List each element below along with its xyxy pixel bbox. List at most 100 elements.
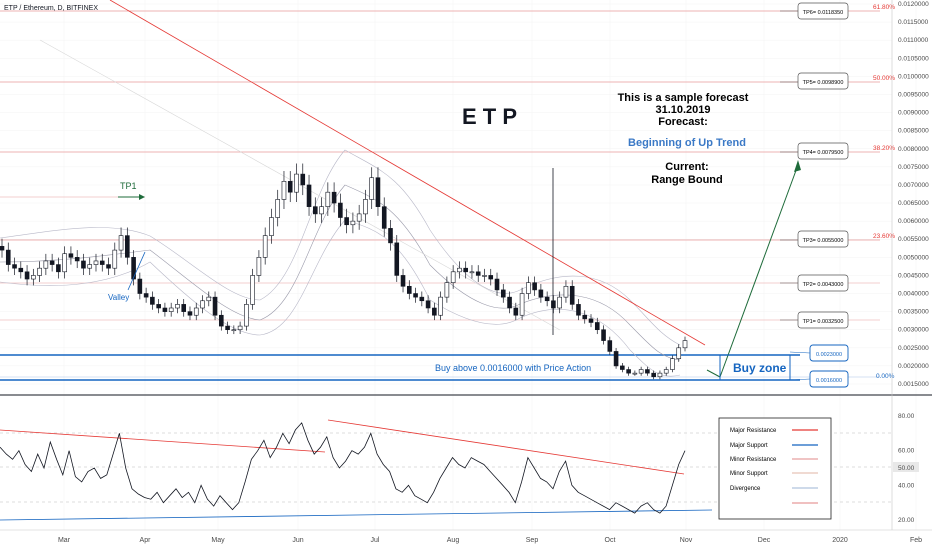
candle-body (225, 325, 230, 331)
candles (0, 163, 688, 380)
candle-body (532, 282, 537, 291)
candle-body (156, 304, 161, 309)
candle-body (300, 173, 306, 186)
fib-50-label: 50.00% (873, 75, 895, 82)
candle-body (582, 314, 588, 320)
tp5-label: TP5= 0.0098900 (803, 80, 844, 86)
candle-body (500, 289, 506, 298)
tp-callouts: TP6= 0.0118350 TP5= 0.0098900 TP4= 0.007… (780, 2, 849, 388)
candle-body (494, 278, 500, 291)
candle-body (563, 285, 569, 298)
note-line-3: Forecast: (658, 116, 708, 128)
price-tick-label: 0.0060000 (898, 218, 929, 225)
buy-instruction: Buy above 0.0016000 with Price Action (435, 363, 591, 373)
price-tick-label: 0.0030000 (898, 327, 929, 334)
candle-body (425, 300, 431, 309)
candle-body (206, 296, 212, 302)
time-tick-label: Jul (371, 537, 380, 544)
note-line-6: Range Bound (651, 174, 723, 186)
time-tick-label: May (211, 537, 225, 544)
candle-body (331, 191, 337, 204)
tp1-marker-label: TP1 (120, 181, 137, 191)
candle-body (557, 296, 562, 309)
candle-body (287, 181, 293, 193)
fib-618-label: 61.80% (873, 4, 895, 11)
tp6-label: TP6= 0.0118350 (803, 10, 843, 16)
candle-body (569, 285, 575, 305)
candle-body (551, 300, 556, 309)
main-title: E T P (462, 104, 517, 129)
candle-body (18, 267, 24, 273)
price-tick-label: 0.0090000 (898, 110, 929, 117)
candle-body (632, 372, 638, 375)
indicator-tick-label: 20.00 (898, 517, 915, 524)
tp1-arrow-head (139, 194, 145, 200)
candle-body (231, 329, 237, 332)
candle-body (281, 181, 287, 200)
tp4-callout (797, 142, 849, 160)
price-tick-label: 0.0105000 (898, 55, 929, 62)
candle-body (68, 253, 74, 258)
price-tick-label: 0.0070000 (898, 182, 929, 189)
indicator-tick-label: 80.00 (898, 413, 915, 420)
candle-body (118, 235, 124, 251)
tp3-label: TP3= 0.0055000 (803, 238, 844, 244)
candle-body (432, 307, 437, 316)
candle-body (181, 304, 187, 312)
candle-body (168, 307, 174, 312)
buy-lower-label: 0.0016000 (816, 378, 842, 384)
candle-body (350, 220, 356, 226)
price-tick-label: 0.0035000 (898, 309, 929, 316)
fib-382-label: 38.20% (873, 145, 895, 152)
price-tick-label: 0.0075000 (898, 164, 929, 171)
candle-body (93, 260, 99, 265)
time-tick-label: Mar (58, 537, 71, 544)
candle-body (394, 242, 400, 276)
candle-body (469, 271, 475, 274)
symbol-title: ETP / Ethereum, D, BITFINEX (4, 5, 98, 12)
candle-body (0, 246, 5, 251)
tp4-label: TP4= 0.0079500 (803, 150, 844, 156)
candle-body (356, 213, 362, 222)
candle-body (388, 228, 393, 244)
candle-body (62, 253, 67, 273)
legend: Major Resistance Major Support Minor Res… (718, 417, 832, 520)
candle-body (5, 249, 11, 265)
candle-body (112, 249, 118, 269)
candle-body (657, 372, 663, 378)
time-tick-label: Jun (292, 537, 303, 544)
price-axis: 0.0120000 0.0115000 0.0110000 0.0105000 0.01… (898, 1, 929, 388)
candle-body (613, 351, 619, 367)
candle-body (338, 202, 343, 218)
candle-body (526, 282, 531, 294)
time-tick-label: Sep (526, 537, 539, 544)
candle-body (81, 260, 86, 269)
indicator-resistance-1 (0, 429, 326, 453)
candle-body (400, 275, 406, 287)
candle-body (306, 184, 312, 207)
candle-body (150, 296, 155, 305)
candle-body (162, 307, 168, 312)
candle-body (187, 311, 193, 316)
note-line-5: Current: (665, 161, 708, 173)
candle-body (576, 304, 581, 316)
candle-body (519, 293, 525, 316)
candle-body (256, 257, 262, 276)
candle-body (200, 300, 205, 309)
candle-body (475, 271, 481, 276)
candle-body (651, 372, 656, 378)
price-tick-label: 0.0065000 (898, 200, 929, 207)
forecast-arrow (706, 160, 801, 378)
candle-body (601, 329, 606, 341)
tp2-label: TP2= 0.0043000 (803, 282, 844, 288)
candle-body (638, 369, 644, 374)
legend-box (718, 417, 832, 520)
candle-body (175, 304, 180, 309)
candle-body (294, 173, 299, 193)
candle-body (663, 369, 669, 374)
candle-body (262, 235, 268, 258)
valley-label: Valley (108, 293, 129, 302)
note-line-4: Beginning of Up Trend (628, 137, 746, 149)
time-tick-label: Feb (910, 537, 922, 544)
candle-body (325, 191, 331, 207)
